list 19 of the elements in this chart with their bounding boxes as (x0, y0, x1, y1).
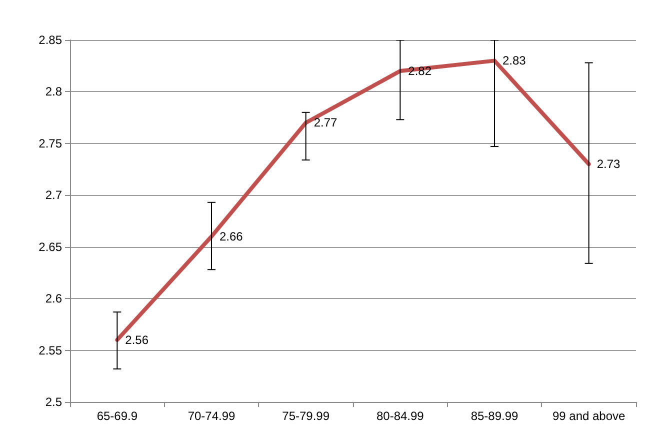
x-tick-label: 75-79.99 (282, 409, 330, 423)
x-tick-label: 99 and above (552, 409, 626, 423)
x-tick-label: 85-89.99 (470, 409, 519, 423)
y-tick-label: 2.75 (38, 136, 62, 150)
data-label: 2.73 (596, 157, 621, 172)
y-tick-label: 2.85 (38, 33, 62, 47)
y-tick-label: 2.55 (38, 343, 62, 358)
y-tick-label: 2.8 (45, 84, 62, 99)
x-tick-label: 65-69.9 (96, 409, 138, 423)
y-tick-label: 2.7 (45, 188, 62, 202)
y-tick-label: 2.5 (45, 395, 62, 409)
x-tick-label: 70-74.99 (188, 409, 236, 423)
data-label: 2.56 (125, 332, 149, 347)
data-label: 2.77 (314, 116, 338, 130)
x-tick-label: 80-84.99 (376, 409, 424, 423)
y-tick-label: 2.6 (45, 292, 62, 306)
y-tick-label: 2.65 (38, 240, 62, 254)
data-label: 2.83 (502, 54, 526, 68)
data-label: 2.66 (220, 230, 244, 244)
